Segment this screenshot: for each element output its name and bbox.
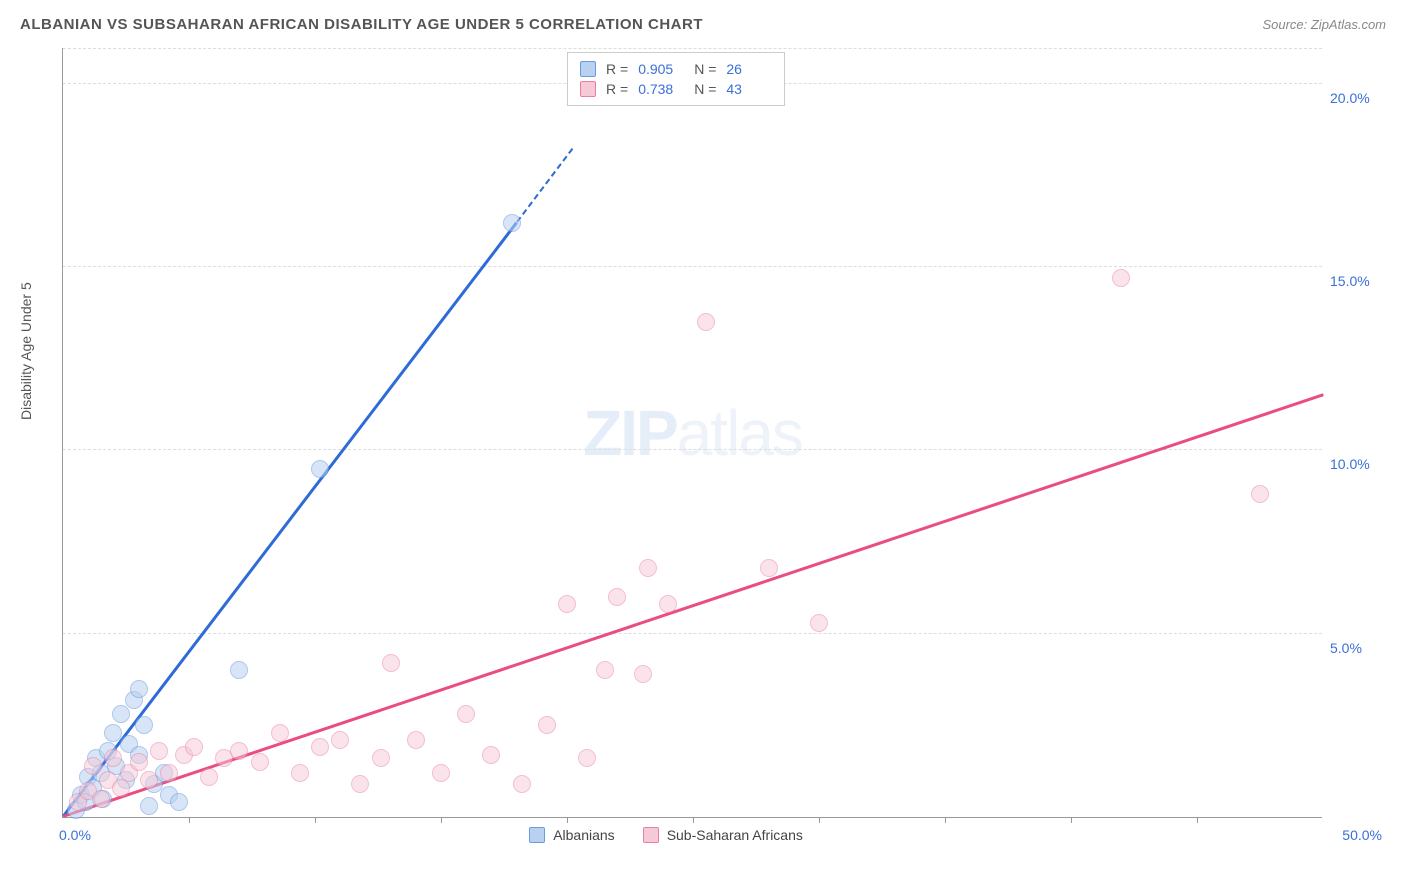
source-label: Source: ZipAtlas.com: [1262, 17, 1386, 32]
series-swatch: [580, 61, 596, 77]
legend-label: Sub-Saharan Africans: [667, 827, 803, 843]
data-point: [185, 738, 203, 756]
data-point: [513, 775, 531, 793]
data-point: [578, 749, 596, 767]
data-point: [251, 753, 269, 771]
chart-title: ALBANIAN VS SUBSAHARAN AFRICAN DISABILIT…: [20, 16, 703, 33]
watermark: ZIPatlas: [583, 396, 802, 470]
data-point: [130, 753, 148, 771]
r-value: 0.738: [638, 81, 684, 97]
data-point: [311, 738, 329, 756]
trend-line: [63, 393, 1324, 817]
data-point: [407, 731, 425, 749]
data-point: [372, 749, 390, 767]
r-value: 0.905: [638, 61, 684, 77]
data-point: [1112, 269, 1130, 287]
trend-line: [62, 221, 518, 817]
data-point: [92, 790, 110, 808]
data-point: [230, 742, 248, 760]
data-point: [160, 764, 178, 782]
data-point: [760, 559, 778, 577]
y-tick-label: 10.0%: [1330, 456, 1384, 472]
legend-item: Sub-Saharan Africans: [643, 827, 803, 843]
data-point: [200, 768, 218, 786]
x-max-label: 50.0%: [1342, 827, 1382, 843]
n-value: 26: [726, 61, 772, 77]
data-point: [697, 313, 715, 331]
watermark-atlas: atlas: [677, 397, 802, 469]
stats-row: R = 0.738 N = 43: [580, 79, 772, 99]
data-point: [291, 764, 309, 782]
stats-box: R = 0.905 N = 26 R = 0.738 N = 43: [567, 52, 785, 106]
data-point: [457, 705, 475, 723]
n-value: 43: [726, 81, 772, 97]
data-point: [271, 724, 289, 742]
data-point: [634, 665, 652, 683]
legend-label: Albanians: [553, 827, 615, 843]
data-point: [558, 595, 576, 613]
x-tick: [441, 817, 442, 823]
r-label: R =: [606, 81, 628, 97]
chart-header: ALBANIAN VS SUBSAHARAN AFRICAN DISABILIT…: [20, 16, 1386, 33]
data-point: [150, 742, 168, 760]
gridline: [63, 633, 1322, 634]
data-point: [538, 716, 556, 734]
data-point: [432, 764, 450, 782]
n-label: N =: [694, 61, 716, 77]
series-swatch: [643, 827, 659, 843]
data-point: [135, 716, 153, 734]
x-tick: [189, 817, 190, 823]
legend: Albanians Sub-Saharan Africans: [529, 827, 803, 843]
data-point: [140, 797, 158, 815]
n-label: N =: [694, 81, 716, 97]
x-tick: [945, 817, 946, 823]
x-tick: [819, 817, 820, 823]
y-axis-label: Disability Age Under 5: [18, 282, 34, 420]
data-point: [112, 705, 130, 723]
data-point: [1251, 485, 1269, 503]
data-point: [382, 654, 400, 672]
data-point: [810, 614, 828, 632]
gridline: [63, 48, 1322, 49]
y-tick-label: 15.0%: [1330, 273, 1384, 289]
x-origin-label: 0.0%: [59, 827, 91, 843]
data-point: [608, 588, 626, 606]
series-swatch: [529, 827, 545, 843]
data-point: [130, 680, 148, 698]
data-point: [596, 661, 614, 679]
y-tick-label: 5.0%: [1330, 640, 1384, 656]
data-point: [639, 559, 657, 577]
data-point: [84, 757, 102, 775]
gridline: [63, 266, 1322, 267]
data-point: [351, 775, 369, 793]
x-tick: [1197, 817, 1198, 823]
trend-line: [516, 148, 573, 223]
x-tick: [1071, 817, 1072, 823]
series-swatch: [580, 81, 596, 97]
plot-area: ZIPatlas 5.0%10.0%15.0%20.0%0.0%50.0%R =…: [62, 48, 1322, 818]
x-tick: [567, 817, 568, 823]
data-point: [311, 460, 329, 478]
data-point: [104, 749, 122, 767]
y-tick-label: 20.0%: [1330, 90, 1384, 106]
data-point: [331, 731, 349, 749]
r-label: R =: [606, 61, 628, 77]
watermark-zip: ZIP: [583, 397, 677, 469]
legend-item: Albanians: [529, 827, 615, 843]
data-point: [659, 595, 677, 613]
data-point: [170, 793, 188, 811]
data-point: [140, 771, 158, 789]
data-point: [503, 214, 521, 232]
stats-row: R = 0.905 N = 26: [580, 59, 772, 79]
data-point: [230, 661, 248, 679]
x-tick: [693, 817, 694, 823]
gridline: [63, 449, 1322, 450]
x-tick: [315, 817, 316, 823]
data-point: [482, 746, 500, 764]
